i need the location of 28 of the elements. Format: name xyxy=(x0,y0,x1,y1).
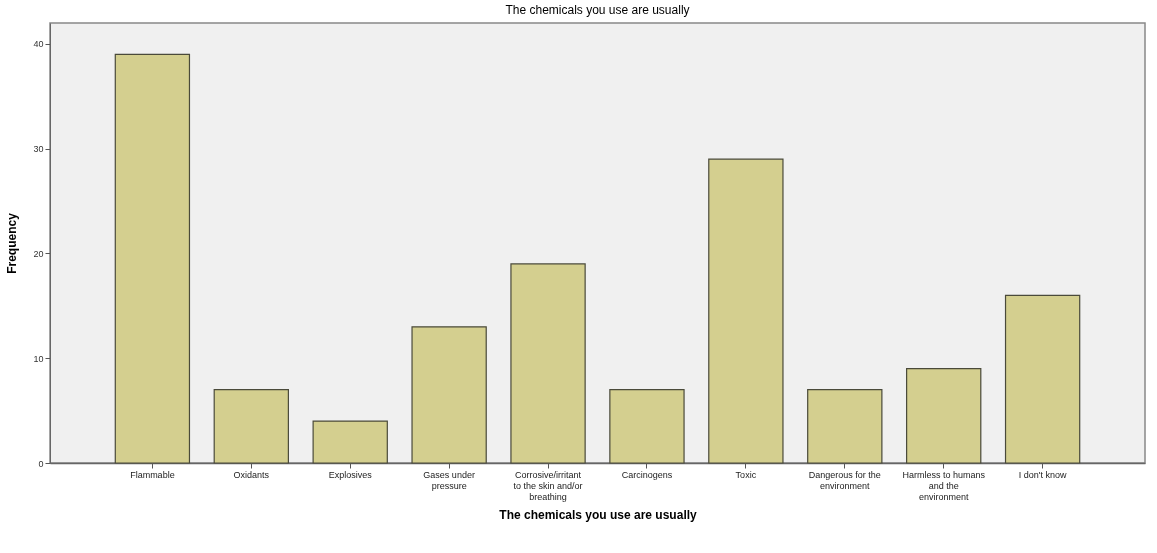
x-tick-label: Gases under pressure xyxy=(423,469,475,491)
bar xyxy=(1004,294,1081,464)
bar xyxy=(609,389,685,464)
bar xyxy=(708,158,784,464)
y-tick-label: 40 xyxy=(33,39,44,50)
y-axis-title: Frequency xyxy=(5,212,20,274)
bar xyxy=(114,53,191,464)
bar xyxy=(510,263,586,464)
y-tick-label: 20 xyxy=(33,248,44,259)
x-axis-title: The chemicals you use are usually xyxy=(499,507,698,522)
bar xyxy=(807,389,883,464)
x-tick-label: Carcinogens xyxy=(621,469,673,480)
x-tick-label: I don't know xyxy=(1018,469,1067,480)
bar xyxy=(411,326,487,464)
y-tick-label: 30 xyxy=(33,144,44,155)
y-tick-label: 0 xyxy=(38,458,44,469)
chart-title: The chemicals you use are usually xyxy=(505,3,690,17)
x-tick-label: Corrosive/irritant to the skin and/or breathing xyxy=(513,469,583,502)
x-tick-label: Dangerous for the environment xyxy=(808,469,881,491)
x-tick-label: Explosives xyxy=(328,469,373,480)
bar xyxy=(213,389,289,464)
x-tick-label: Harmless to humans and the environment xyxy=(902,469,986,502)
x-tick-label: Toxic xyxy=(735,469,757,480)
y-tick-label: 10 xyxy=(33,353,44,364)
bar xyxy=(906,368,982,464)
bar xyxy=(312,420,388,464)
x-tick-label: Flammable xyxy=(130,469,175,480)
x-tick-label: Oxidants xyxy=(233,469,270,480)
